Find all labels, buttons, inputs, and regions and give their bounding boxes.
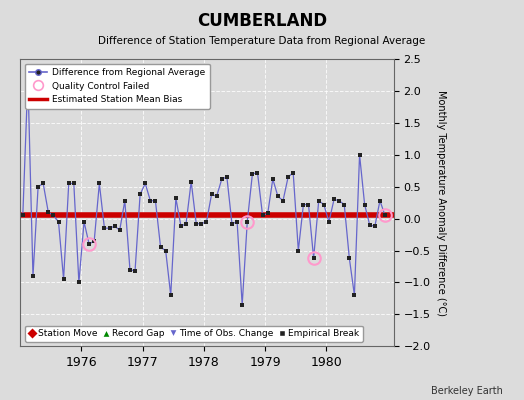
Y-axis label: Monthly Temperature Anomaly Difference (°C): Monthly Temperature Anomaly Difference (… [436, 90, 446, 316]
Text: CUMBERLAND: CUMBERLAND [197, 12, 327, 30]
Legend: Station Move, Record Gap, Time of Obs. Change, Empirical Break: Station Move, Record Gap, Time of Obs. C… [25, 326, 363, 342]
Text: Difference of Station Temperature Data from Regional Average: Difference of Station Temperature Data f… [99, 36, 425, 46]
Text: Berkeley Earth: Berkeley Earth [431, 386, 503, 396]
